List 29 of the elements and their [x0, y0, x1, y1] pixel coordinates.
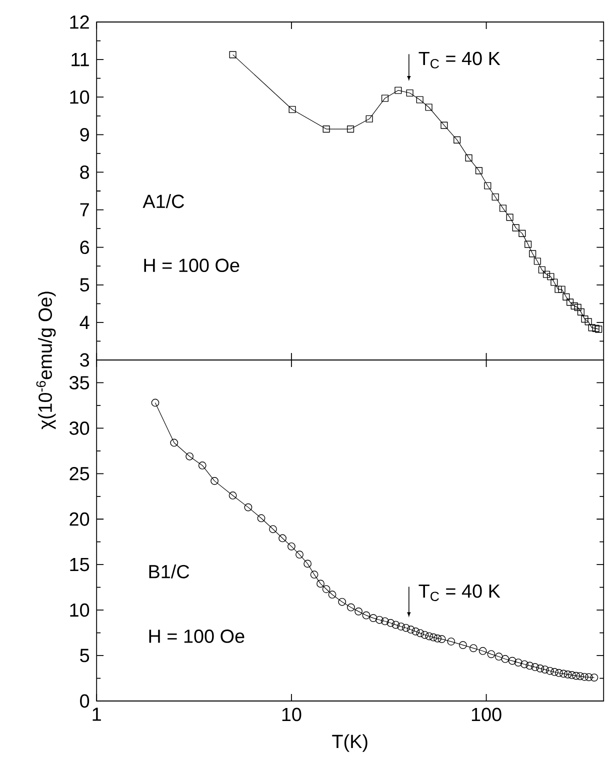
x-axis-title: T(K)	[332, 734, 368, 752]
y-tick-label: 20	[70, 512, 90, 526]
y-tick-label: 0	[80, 694, 90, 708]
annotation: B1/C	[149, 564, 190, 578]
x-tick-label: 10	[282, 708, 302, 722]
y-tick-label: 7	[80, 203, 89, 216]
y-tick-label: 5	[80, 648, 90, 662]
y-tick-label: 6	[80, 240, 90, 254]
y-tick-label: 9	[80, 128, 89, 142]
y-tick-label: 10	[70, 603, 90, 617]
y-tick-label: 11	[72, 53, 89, 66]
annotation: T$_{C}$ = 40 K	[418, 52, 500, 68]
y-tick-label: 3	[80, 353, 90, 367]
x-tick-label: 100	[472, 708, 502, 722]
y-tick-label: 30	[70, 421, 90, 435]
y-tick-label: 12	[70, 15, 89, 29]
y-tick-label: 8	[80, 166, 90, 179]
annotation: H = 100 Oe	[149, 630, 244, 643]
y-tick-label: 35	[70, 376, 90, 390]
annotation: H = 100 Oe	[144, 258, 240, 272]
x-tick-label: 1	[92, 708, 101, 721]
y-tick-label: 5	[80, 278, 90, 292]
annotation: T$_{C}$ = 40 K	[418, 584, 500, 602]
y-tick-label: 25	[70, 466, 90, 480]
y-tick-label: 15	[70, 558, 90, 572]
y-tick-label: 4	[80, 316, 90, 329]
annotation: A1/C	[142, 194, 184, 208]
y-axis-title: χ(10$^{-6}$emu/g Oe)	[36, 292, 56, 430]
y-tick-label: 10	[70, 90, 90, 104]
